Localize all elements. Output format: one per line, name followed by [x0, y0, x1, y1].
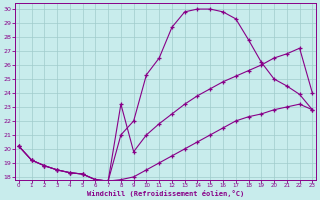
X-axis label: Windchill (Refroidissement éolien,°C): Windchill (Refroidissement éolien,°C): [87, 190, 244, 197]
